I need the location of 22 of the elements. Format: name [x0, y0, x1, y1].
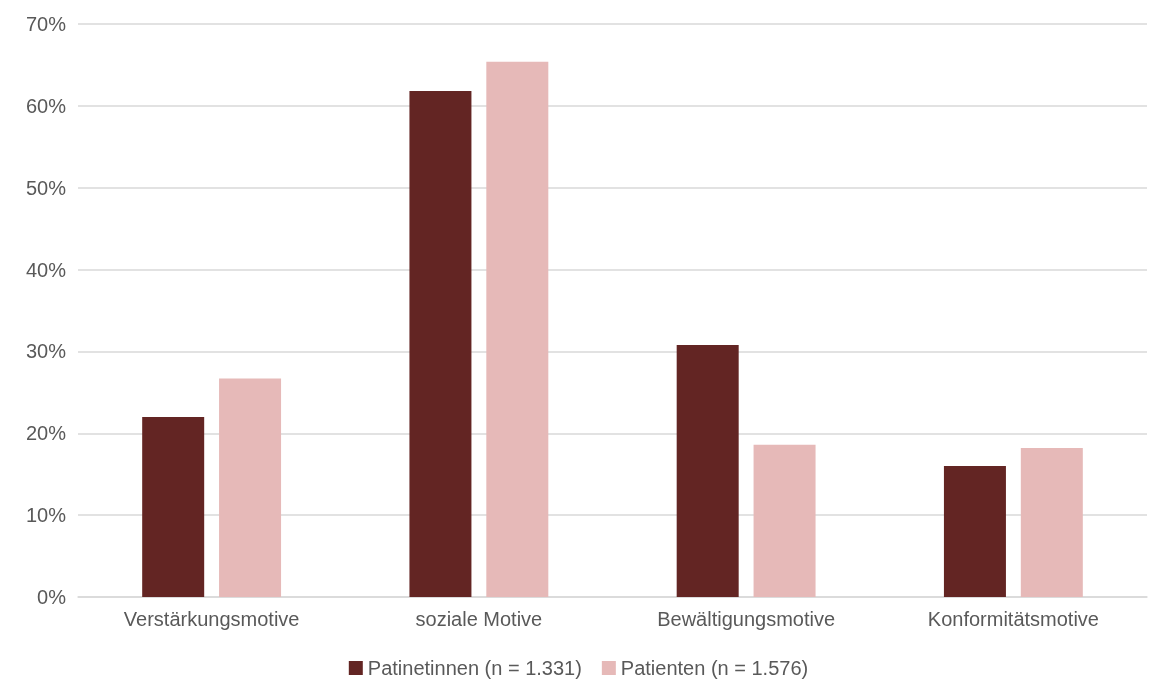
- legend-label: Patienten (n = 1.576): [620, 657, 809, 679]
- x-tick-label: Konformitätsmotive: [927, 608, 1099, 630]
- x-tick-label: soziale Motive: [415, 608, 543, 630]
- y-tick-label: 40%: [25, 258, 67, 281]
- x-tick-label: Verstärkungsmotive: [123, 608, 300, 630]
- y-tick-label: 10%: [25, 504, 67, 527]
- x-tick-label: Bewältigungsmotive: [657, 608, 836, 630]
- bar: [753, 444, 816, 597]
- y-tick-label: 50%: [25, 176, 67, 199]
- bar: [676, 344, 739, 597]
- y-tick-label: 30%: [25, 340, 67, 363]
- y-tick-label: 20%: [25, 422, 67, 445]
- bar: [1020, 448, 1083, 597]
- bar: [219, 378, 282, 597]
- y-tick-label: 70%: [25, 13, 67, 35]
- bar: [142, 416, 205, 597]
- y-tick-label: 60%: [25, 94, 67, 117]
- bar: [943, 466, 1006, 597]
- legend-label: Patinetinnen (n = 1.331): [367, 657, 582, 679]
- y-tick-label: 0%: [37, 586, 67, 608]
- bar: [486, 61, 549, 597]
- bar: [409, 91, 472, 597]
